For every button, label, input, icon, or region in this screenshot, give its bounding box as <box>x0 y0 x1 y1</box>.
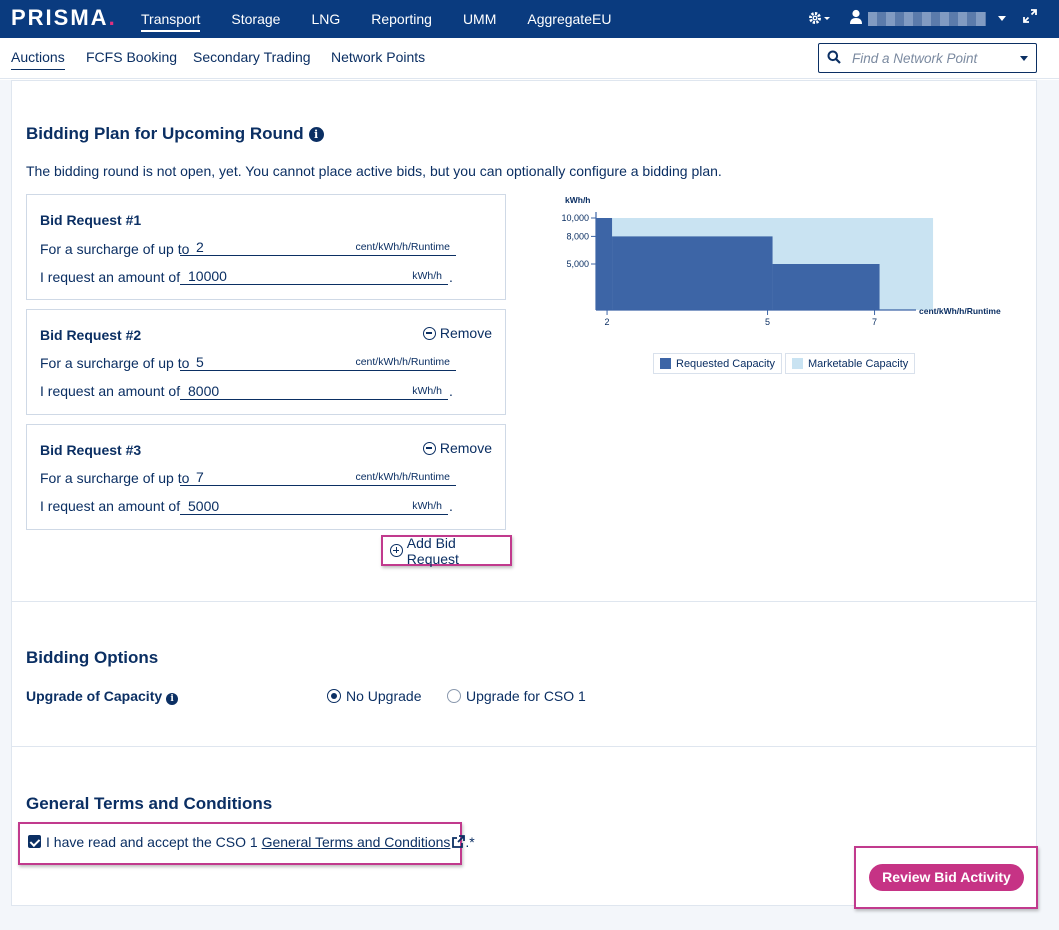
tab-network-points[interactable]: Network Points <box>331 49 426 65</box>
tab-auctions[interactable]: Auctions <box>11 49 65 70</box>
review-highlight: Review Bid Activity <box>854 846 1038 909</box>
nav-umm[interactable]: UMM <box>462 11 497 27</box>
add-bid-request-button[interactable]: Add Bid Request <box>381 535 512 567</box>
chevron-down-icon[interactable] <box>1020 56 1028 61</box>
terms-acceptance: I have read and accept the CSO 1 General… <box>18 822 475 865</box>
remove-bid-button[interactable]: Remove <box>422 440 492 456</box>
info-icon[interactable]: i <box>166 693 179 705</box>
requested-capacity-step <box>612 236 773 310</box>
terms-title: General Terms and Conditions <box>26 794 273 813</box>
prisma-logo[interactable]: PRISMA. <box>11 5 117 30</box>
x-tick-label: 2 <box>605 317 610 327</box>
remove-bid-button[interactable]: Remove <box>422 325 492 341</box>
amount-label: I request an amount of <box>40 498 181 514</box>
bid-request-card: Bid Request #3 Remove For a surcharge of… <box>26 424 506 530</box>
period: . <box>449 269 453 285</box>
search-placeholder: Find a Network Point <box>852 51 978 66</box>
x-tick-label: 5 <box>765 317 770 327</box>
requested-capacity-step <box>772 264 880 310</box>
legend-marketable-capacity[interactable]: Marketable Capacity <box>785 353 916 374</box>
amount-label: I request an amount of <box>40 269 181 285</box>
capacity-chart: 10,000 8,000 5,000 2 5 7 kWh/h cent/kWh/h/Runti… <box>561 195 1001 327</box>
terms-checkbox[interactable] <box>28 835 41 848</box>
divider <box>11 601 1037 602</box>
legend-swatch <box>660 358 671 369</box>
gear-icon[interactable] <box>808 10 834 28</box>
amount-input[interactable]: 5000 kWh/h <box>180 497 448 515</box>
tab-secondary-trading[interactable]: Secondary Trading <box>193 49 311 65</box>
x-axis-label: cent/kWh/h/Runtime <box>919 306 1001 316</box>
minus-circle-icon <box>422 326 436 340</box>
radio-selected-icon <box>327 689 341 703</box>
bidding-plan-notice: The bidding round is not open, yet. You … <box>26 163 722 179</box>
y-axis-label: kWh/h <box>565 195 591 205</box>
legend-requested-capacity[interactable]: Requested Capacity <box>653 353 783 374</box>
y-tick-label: 8,000 <box>566 231 589 241</box>
terms-link[interactable]: General Terms and Conditions <box>261 834 451 850</box>
x-tick-label: 7 <box>872 317 877 327</box>
amount-input[interactable]: 10000 kWh/h <box>180 267 448 285</box>
amount-label: I request an amount of <box>40 383 181 399</box>
external-link-icon[interactable] <box>452 835 466 848</box>
y-tick-label: 5,000 <box>566 259 589 269</box>
tab-fcfs-booking[interactable]: FCFS Booking <box>86 49 178 65</box>
nav-storage[interactable]: Storage <box>231 11 281 27</box>
bid-request-title: Bid Request #2 <box>40 327 142 343</box>
review-bid-activity-button[interactable]: Review Bid Activity <box>869 864 1024 891</box>
bid-request-card: Bid Request #2 Remove For a surcharge of… <box>26 309 506 415</box>
nav-aggregateeu[interactable]: AggregateEU <box>527 11 612 27</box>
bid-request-title: Bid Request #3 <box>40 442 142 458</box>
surcharge-label: For a surcharge of up to <box>40 355 190 371</box>
plus-circle-icon <box>390 544 403 557</box>
divider <box>11 746 1037 747</box>
expand-icon[interactable] <box>1023 9 1037 26</box>
network-point-search[interactable]: Find a Network Point <box>818 43 1037 73</box>
bidding-options-title: Bidding Options <box>26 648 159 667</box>
bidding-plan-title: Bidding Plan for Upcoming Round i <box>26 124 324 144</box>
search-icon <box>827 50 841 64</box>
nav-lng[interactable]: LNG <box>311 11 341 27</box>
surcharge-input[interactable]: 7 cent/kWh/h/Runtime <box>180 468 456 486</box>
surcharge-label: For a surcharge of up to <box>40 470 190 486</box>
nav-reporting[interactable]: Reporting <box>371 11 432 27</box>
upgrade-of-capacity-label: Upgrade of Capacity i <box>26 688 179 705</box>
main-nav: Transport Storage LNG Reporting UMM Aggr… <box>141 0 642 38</box>
period: . <box>449 383 453 399</box>
nav-transport[interactable]: Transport <box>141 0 201 38</box>
chevron-down-icon[interactable] <box>998 16 1006 21</box>
radio-unselected-icon <box>447 689 461 703</box>
terms-text: I have read and accept the CSO 1 General… <box>46 834 475 850</box>
amount-input[interactable]: 8000 kWh/h <box>180 382 448 400</box>
bid-request-card: Bid Request #1 For a surcharge of up to … <box>26 194 506 300</box>
sub-navbar: Auctions FCFS Booking Secondary Trading … <box>0 38 1059 79</box>
requested-capacity-step <box>596 218 613 310</box>
radio-upgrade-cso1[interactable]: Upgrade for CSO 1 <box>447 688 586 704</box>
legend-swatch <box>792 358 803 369</box>
info-icon[interactable]: i <box>308 127 324 142</box>
surcharge-input[interactable]: 2 cent/kWh/h/Runtime <box>180 238 456 256</box>
radio-no-upgrade[interactable]: No Upgrade <box>327 688 422 704</box>
surcharge-input[interactable]: 5 cent/kWh/h/Runtime <box>180 353 456 371</box>
y-tick-label: 10,000 <box>561 213 589 223</box>
top-navbar: PRISMA. Transport Storage LNG Reporting … <box>0 0 1059 38</box>
username-redacted[interactable] <box>868 12 986 26</box>
user-icon[interactable] <box>849 9 863 27</box>
surcharge-label: For a surcharge of up to <box>40 241 190 257</box>
bid-request-title: Bid Request #1 <box>40 212 142 228</box>
period: . <box>449 498 453 514</box>
minus-circle-icon <box>422 441 436 455</box>
